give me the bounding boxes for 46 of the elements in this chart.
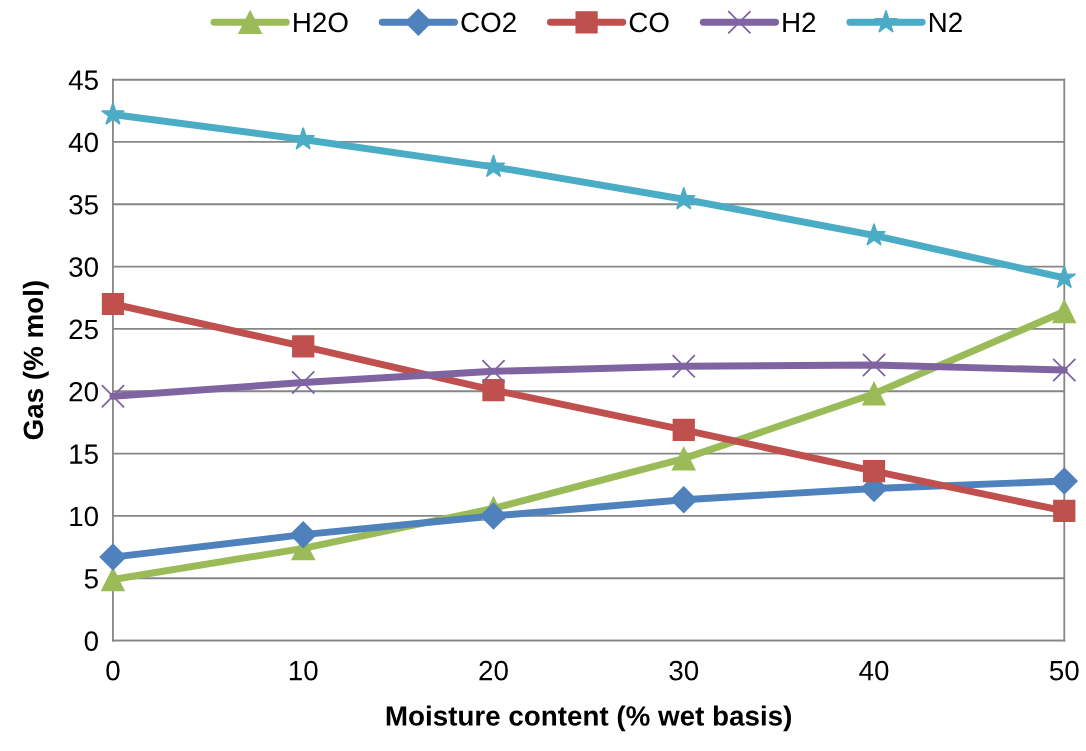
y-tick-label: 35 (69, 194, 98, 215)
point (861, 353, 887, 378)
point (1050, 467, 1078, 495)
point (481, 359, 506, 384)
legend-label: CO2 (461, 12, 516, 33)
point (99, 543, 127, 571)
point (482, 378, 505, 402)
legend-label: CO (629, 12, 669, 33)
legend-label: H2 (783, 12, 816, 33)
point (670, 486, 698, 514)
x-tick-label: 20 (479, 660, 508, 681)
point (862, 459, 886, 483)
x-tick-label: 40 (859, 660, 889, 681)
y-tick-label: 10 (70, 506, 98, 527)
x-tick-label: 0 (106, 660, 120, 681)
point (101, 102, 125, 125)
point (1052, 358, 1077, 383)
point (671, 354, 696, 379)
x-tick-label: 50 (1049, 660, 1079, 681)
point (672, 418, 695, 442)
point (1052, 299, 1077, 324)
y-tick-label: 20 (69, 381, 98, 402)
y-tick-label: 30 (69, 257, 98, 277)
x-axis-title: Moisture content (% wet basis) (386, 705, 791, 732)
y-tick-label: 25 (69, 319, 98, 340)
point (291, 370, 316, 395)
point (480, 502, 507, 530)
x-tick-label: 30 (669, 660, 699, 681)
y-tick-label: 45 (68, 70, 98, 90)
x-tick-label: 10 (289, 660, 318, 681)
point (101, 292, 125, 316)
y-tick-label: 15 (70, 444, 98, 464)
point (101, 567, 125, 592)
legend-label: H2O (294, 12, 348, 33)
point (481, 154, 506, 178)
point (292, 335, 315, 358)
y-tick-label: 5 (84, 569, 98, 589)
point (862, 381, 886, 406)
point (1053, 499, 1076, 523)
legend-label: N2 (929, 12, 962, 33)
point (671, 446, 696, 471)
point (289, 521, 317, 549)
y-tick-label: 0 (84, 631, 98, 651)
point (100, 384, 125, 409)
y-tick-label: 40 (68, 132, 98, 153)
y-axis-title: Gas (% mol) (22, 281, 49, 440)
